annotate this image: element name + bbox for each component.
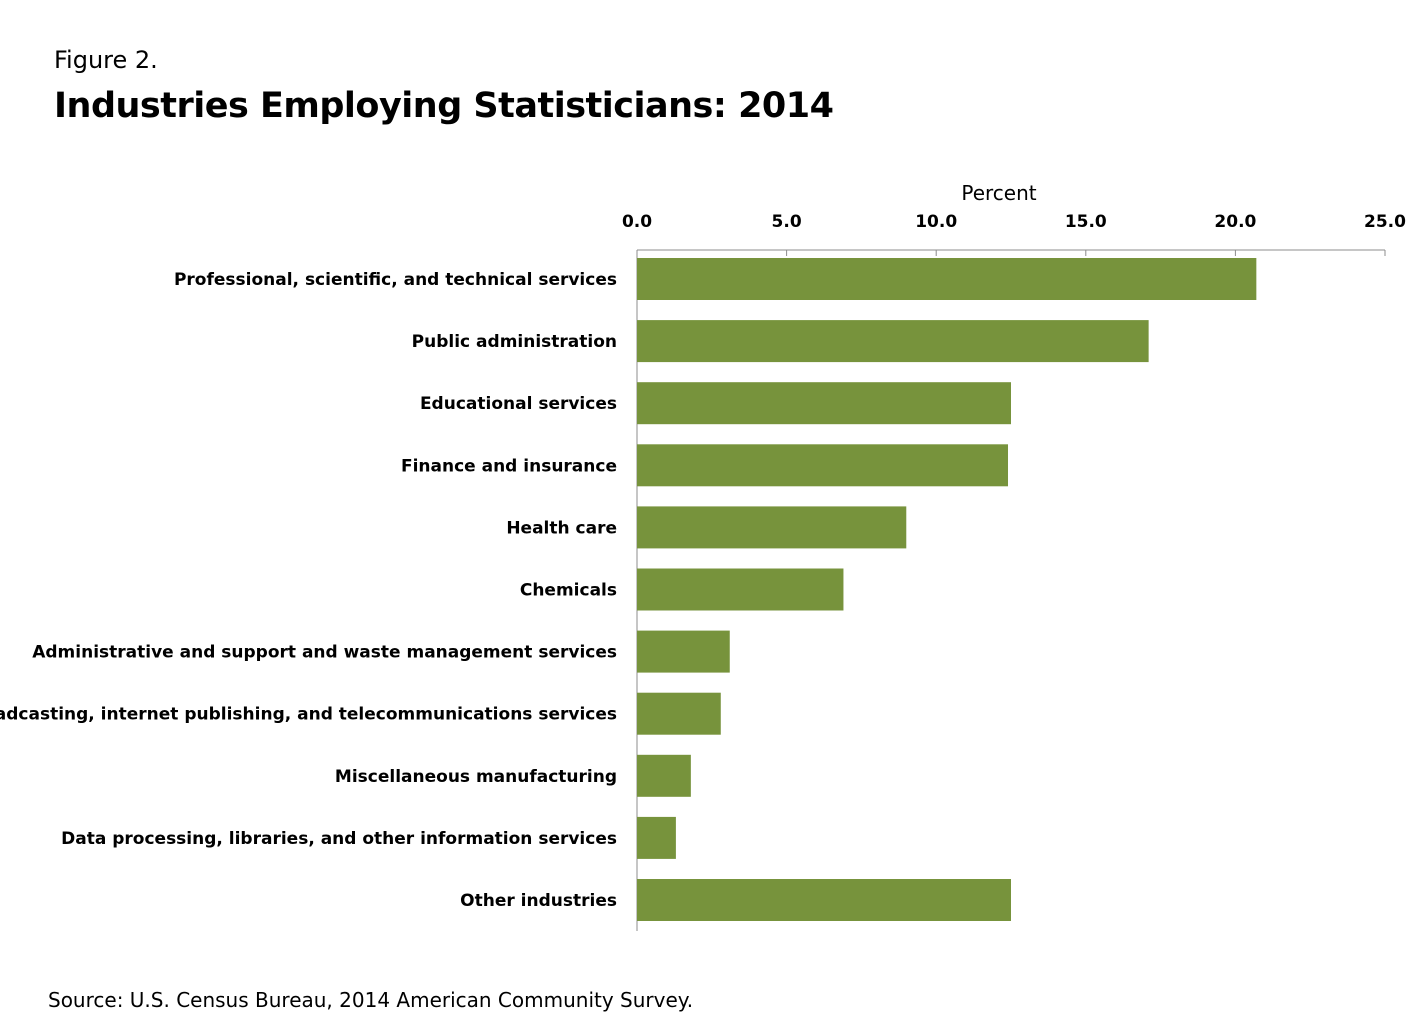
category-label: Broadcasting, internet publishing, and t… <box>0 705 617 725</box>
bar <box>637 879 1011 921</box>
x-tick-label: 25.0 <box>1364 212 1406 232</box>
bar <box>637 630 730 673</box>
source-note: Source: U.S. Census Bureau, 2014 America… <box>48 988 694 1012</box>
category-label: Public administration <box>412 332 617 352</box>
x-tick-label: 5.0 <box>772 212 802 232</box>
category-label: Miscellaneous manufacturing <box>335 767 617 787</box>
x-tick-label: 10.0 <box>915 212 957 232</box>
category-label: Finance and insurance <box>401 456 617 476</box>
bars <box>637 258 1257 921</box>
category-label: Chemicals <box>520 581 617 601</box>
bar <box>637 754 691 797</box>
category-label: Health care <box>506 518 617 538</box>
category-label: Other industries <box>460 891 617 911</box>
x-tick-label: 20.0 <box>1214 212 1256 232</box>
x-tick-label: 15.0 <box>1065 212 1107 232</box>
x-axis: 0.0 5.0 10.0 15.0 20.0 25.0 <box>622 212 1406 931</box>
bar <box>637 382 1011 425</box>
bar <box>637 258 1257 300</box>
figure-label: Figure 2. <box>54 46 158 74</box>
category-label: Administrative and support and waste man… <box>32 643 617 663</box>
bar <box>637 568 844 611</box>
category-label: Data processing, libraries, and other in… <box>61 829 617 849</box>
category-labels: Professional, scientific, and technical … <box>0 270 617 911</box>
bar <box>637 816 676 859</box>
bar <box>637 444 1009 487</box>
x-tick-label: 0.0 <box>622 212 652 232</box>
bar <box>637 506 907 549</box>
bar <box>637 692 721 735</box>
category-label: Educational services <box>420 394 617 414</box>
bar <box>637 320 1149 363</box>
category-label: Professional, scientific, and technical … <box>174 270 617 290</box>
x-axis-title: Percent <box>961 181 1036 205</box>
figure-title: Industries Employing Statisticians: 2014 <box>54 86 834 126</box>
